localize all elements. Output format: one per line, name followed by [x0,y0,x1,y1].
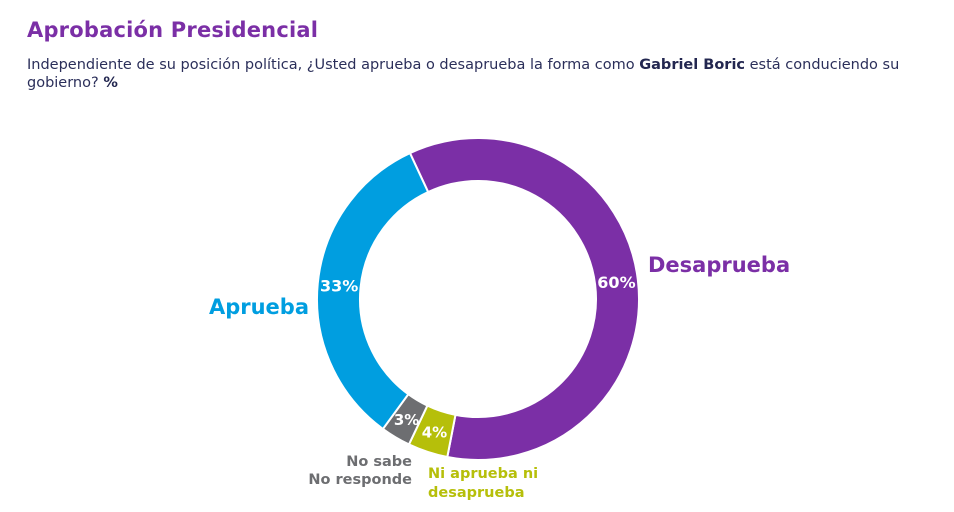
chart-title: Aprobación Presidencial [27,18,319,42]
value-label-no-sabe-no-responde: 3% [394,411,419,429]
value-label-ni-aprueba-ni-desaprueba: 4% [422,424,447,442]
category-label-desaprueba: Desaprueba [648,253,790,277]
slice-desaprueba [408,137,640,461]
category-label-ni-aprueba-ni-desaprueba-line-1: Ni aprueba ni [428,466,538,482]
category-label-aprueba: Aprueba [209,295,309,319]
question-name: Gabriel Boric [639,57,746,73]
donut-slices [316,137,640,461]
chart-question: Independiente de su posición política, ¿… [27,56,927,92]
question-text-before: Independiente de su posición política, ¿… [27,57,640,73]
value-label-desaprueba: 60% [597,273,635,292]
donut-labels: 60% Desaprueba 4% Ni aprueba ni desaprueba 3%… [209,253,790,501]
question-text-after: está conduciendo su gobierno? [27,57,900,91]
category-label-ni-aprueba-ni-desaprueba-line-2: desaprueba [428,485,524,501]
value-label-aprueba: 33% [320,276,358,295]
category-label-no-sabe-no-responde-line-1: No sabe [346,454,412,470]
category-label-no-sabe-no-responde-line-2: No responde [308,472,412,488]
question-unit: % [103,75,118,91]
slice-aprueba [316,151,430,431]
